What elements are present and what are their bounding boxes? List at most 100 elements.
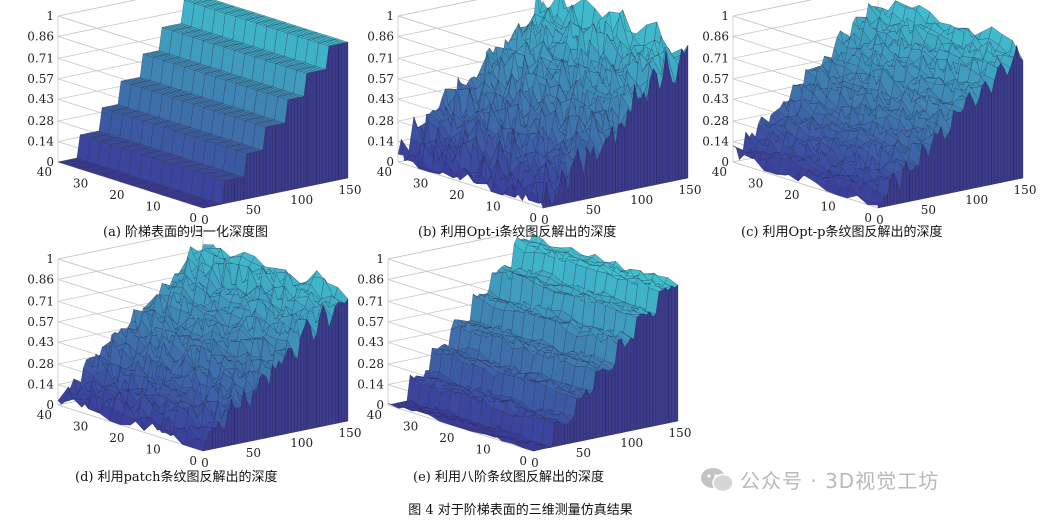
z-tick-label: 0.71 [702, 51, 729, 65]
surface-front-face [608, 369, 612, 436]
z-tick-label: 0 [376, 398, 384, 412]
surface-front-face [602, 368, 606, 437]
y-tick-label: 0 [529, 211, 537, 225]
surface-front-face [325, 46, 330, 183]
surface-front-face [959, 109, 964, 192]
surface-front-face [237, 407, 241, 444]
z-tick-label: 0.14 [357, 378, 384, 392]
x-tick-label: 50 [576, 446, 591, 460]
surface-front-face [621, 338, 625, 433]
axis-box-edge [397, 0, 478, 17]
surface-plot-svg-d: 00.140.280.430.570.710.86101020304005010… [27, 228, 361, 470]
y-tick-label: 40 [712, 165, 727, 179]
z-tick-label: 0 [46, 398, 54, 412]
grid-line-z [57, 0, 138, 17]
surface-plot-a: 0 0.14 0.28 0.43 0.57 0.71 0.86 1 0 10 20 30 40 0 50 10… [20, 0, 365, 227]
surface-front-face [650, 68, 654, 186]
surface-front-face [596, 154, 600, 198]
z-tick-label: 0.28 [702, 114, 729, 128]
surface-front-face [561, 169, 566, 205]
surface-front-face [246, 152, 251, 200]
z-tick-label: 0.14 [702, 135, 729, 149]
surface-front-face [234, 178, 238, 202]
surface-front-face [934, 133, 939, 197]
x-tick-label: 50 [921, 203, 936, 217]
surface-front-face [944, 134, 948, 195]
surface-front-face [571, 161, 575, 203]
z-tick-label: 0.86 [702, 29, 729, 43]
y-tick-label: 20 [109, 431, 124, 445]
surface-front-face [250, 152, 254, 199]
z-tick-label: 0.43 [702, 92, 729, 106]
surface-front-face [558, 421, 562, 446]
surface-front-face [300, 328, 305, 431]
z-tick-label: 1 [376, 252, 384, 266]
surface-front-face [310, 325, 314, 429]
surface-front-face [1007, 67, 1011, 182]
surface-front-face [294, 97, 298, 190]
x-tick-label: 150 [669, 426, 692, 440]
surface-front-face [344, 42, 349, 179]
z-tick-label: 0.28 [367, 114, 394, 128]
surface-front-face [643, 313, 647, 429]
surface-front-face [678, 48, 682, 181]
z-tick-label: 0.28 [357, 357, 384, 371]
z-tick-label: 0.57 [357, 315, 384, 329]
surface-front-face [269, 125, 273, 195]
x-tick-label: 100 [630, 193, 653, 207]
surface-front-face [652, 313, 657, 427]
surface-front-face [328, 317, 333, 426]
surface-front-face [912, 164, 916, 201]
surface-front-face [668, 285, 672, 424]
surface-front-face [313, 334, 317, 429]
surface-front-face [981, 80, 986, 187]
y-tick-label: 20 [109, 188, 124, 202]
surface-front-face [313, 71, 317, 186]
y-tick-label: 40 [37, 165, 52, 179]
z-tick-label: 0 [386, 155, 394, 169]
caption-e: (e) 利用八阶条纹图反解出的深度 [413, 470, 604, 485]
surface-front-face [931, 133, 935, 198]
surface-front-face [595, 371, 600, 439]
surface-front-face [617, 338, 622, 434]
surface-front-face [953, 109, 957, 193]
surface-front-face [272, 124, 276, 194]
surface-front-face [583, 388, 587, 441]
z-tick-label: 1 [721, 9, 729, 23]
surface-front-face [611, 363, 616, 435]
y-tick-label: 10 [145, 443, 160, 457]
surface-front-face [284, 348, 289, 435]
z-tick-label: 0.14 [27, 135, 54, 149]
surface-front-face [281, 356, 286, 435]
surface-front-face [1016, 45, 1020, 180]
surface-front-face [609, 126, 613, 195]
z-tick-label: 1 [386, 9, 394, 23]
surface-front-face [303, 319, 308, 431]
x-tick-label: 150 [1014, 183, 1037, 197]
surface-front-face [599, 368, 603, 438]
surface-front-face [306, 319, 311, 430]
surface-front-face [636, 314, 641, 430]
surface-front-face [665, 50, 670, 183]
z-tick-label: 0.86 [367, 29, 394, 43]
surface-front-face [332, 44, 336, 182]
x-tick-label: 0 [876, 213, 884, 227]
surface-front-face [341, 42, 345, 180]
z-tick-label: 0.43 [367, 92, 394, 106]
y-tick-label: 0 [189, 454, 197, 468]
x-tick-label: 0 [531, 456, 539, 470]
surface-front-face [646, 310, 650, 428]
surface-front-face [972, 98, 976, 189]
z-tick-label: 0.86 [27, 29, 54, 43]
z-tick-label: 0.14 [367, 135, 394, 149]
surface-front-face [988, 86, 992, 186]
surface-front-face [580, 394, 584, 442]
caption-d: (d) 利用patch条纹图反解出的深度 [75, 470, 278, 485]
x-tick-label: 100 [290, 436, 313, 450]
z-tick-label: 0.57 [27, 72, 54, 86]
surface-front-face [1013, 45, 1017, 181]
surface-front-face [997, 62, 1002, 184]
surface-front-face [567, 419, 571, 444]
surface-front-face [272, 363, 276, 437]
surface-front-face [224, 180, 229, 204]
